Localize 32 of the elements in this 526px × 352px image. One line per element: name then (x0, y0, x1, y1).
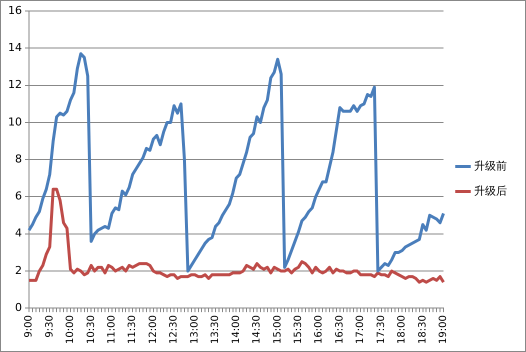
x-tick-label: 19:00 (438, 315, 450, 344)
y-tick-label: 10 (8, 115, 22, 128)
legend-label: 升级后 (474, 184, 507, 198)
x-tick-label: 18:30 (417, 315, 428, 344)
y-tick-label: 2 (14, 264, 22, 277)
x-tick-label: 17:00 (355, 315, 366, 344)
x-tick-label: 12:00 (148, 315, 159, 344)
y-tick-label: 14 (8, 41, 22, 54)
x-tick-label: 11:00 (106, 315, 118, 344)
x-tick-label: 10:00 (65, 315, 76, 344)
legend-label: 升级前 (474, 159, 507, 172)
x-tick-label: 16:00 (314, 315, 325, 344)
x-tick-label: 9:30 (44, 315, 56, 338)
x-tick-label: 10:30 (86, 315, 97, 344)
x-tick-label: 17:30 (376, 315, 387, 344)
y-tick-label: 12 (8, 78, 22, 92)
y-tick-label: 4 (14, 226, 22, 240)
x-tick-label: 14:00 (230, 315, 242, 344)
x-tick-label: 11:30 (127, 315, 138, 344)
x-tick-label: 14:30 (252, 315, 263, 344)
y-tick-label: 0 (14, 301, 22, 314)
y-tick-label: 8 (14, 152, 22, 166)
x-tick-label: 12:30 (168, 315, 180, 344)
x-tick-label: 9:00 (24, 315, 35, 338)
x-tick-label: 13:30 (210, 315, 222, 344)
x-tick-label: 18:00 (396, 315, 408, 344)
x-tick-label: 16:30 (334, 315, 346, 344)
y-tick-label: 16 (8, 4, 22, 17)
x-tick-label: 13:00 (189, 315, 200, 344)
x-tick-label: 15:00 (272, 315, 284, 344)
x-tick-label: 15:30 (293, 315, 304, 344)
y-tick-label: 6 (14, 190, 22, 203)
